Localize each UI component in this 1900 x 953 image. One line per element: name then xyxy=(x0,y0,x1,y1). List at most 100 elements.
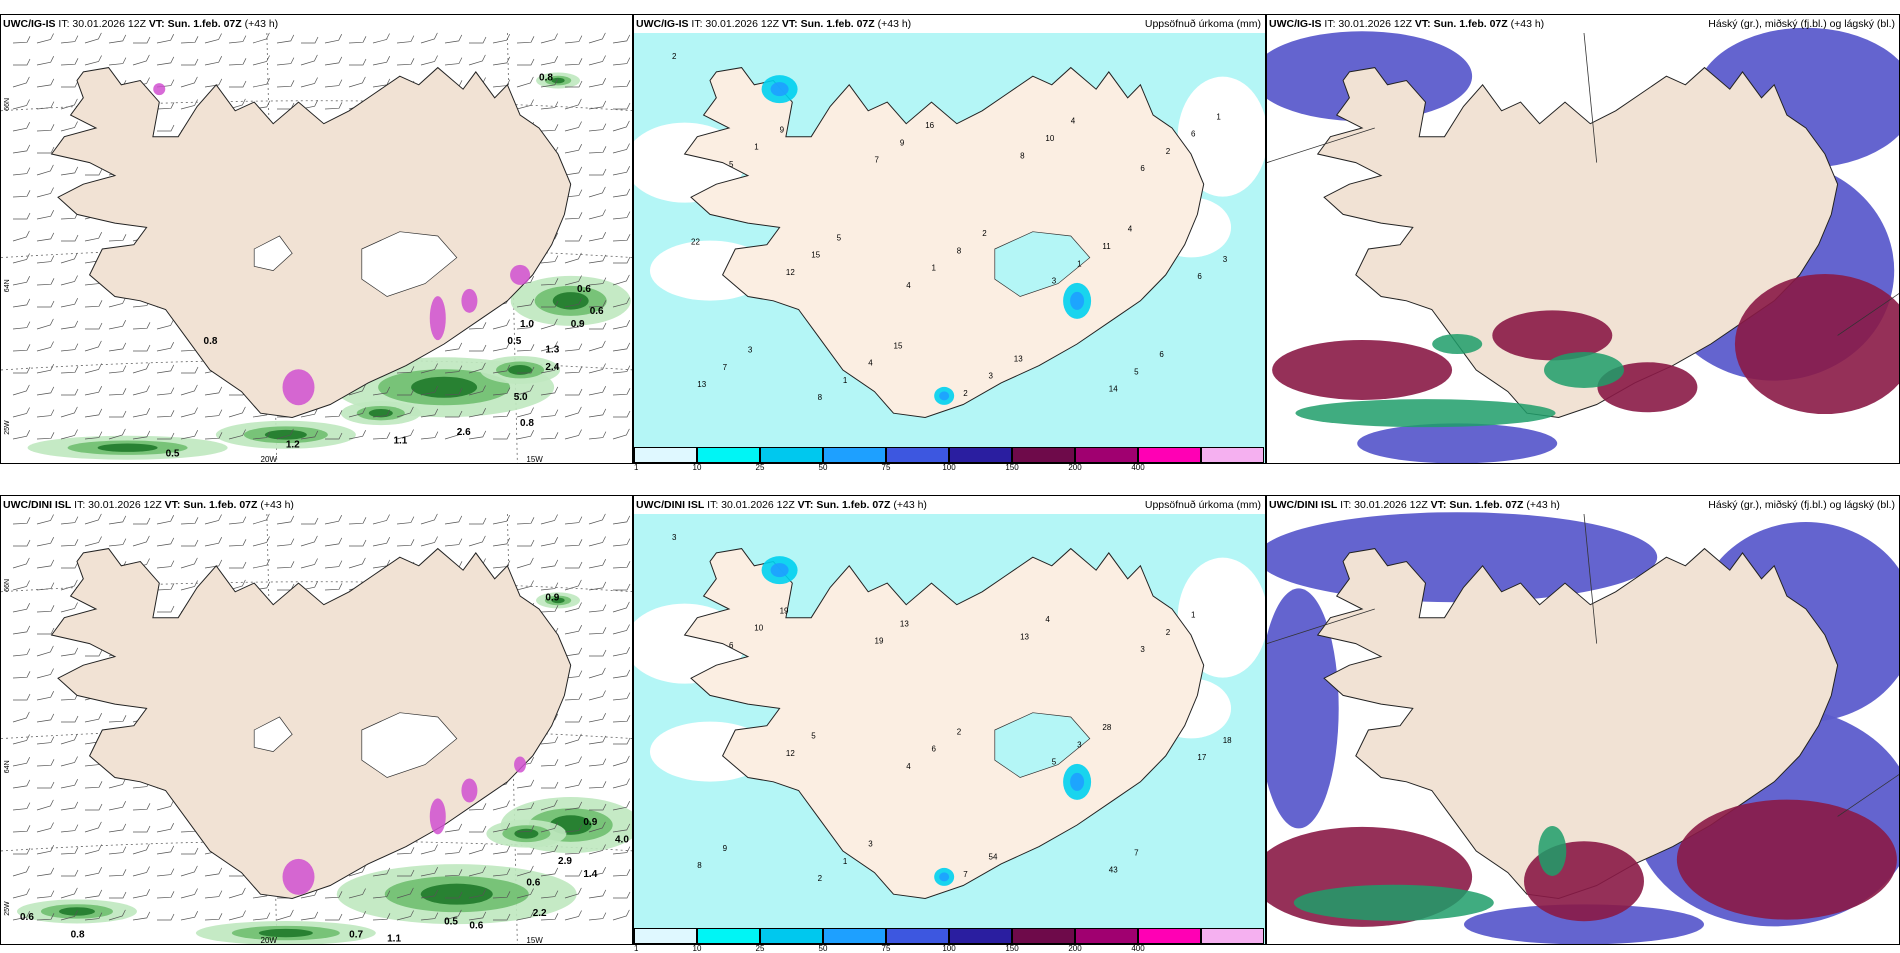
map-canvas: 2468352671412813121113395151078641191322… xyxy=(634,33,1265,463)
gust-value-label: 0.6 xyxy=(577,284,591,295)
colorbar-segment xyxy=(697,447,760,463)
boundary-line xyxy=(1267,32,1899,336)
snow-area xyxy=(461,288,478,313)
colorbar-tick: 100 xyxy=(942,944,956,953)
panel-title: UWC/DINI ISL IT: 30.01.2026 12Z VT: Sun.… xyxy=(636,499,927,511)
precip-value: 4 xyxy=(906,762,911,771)
precip-value: 6 xyxy=(1197,272,1202,281)
panel-title: UWC/DINI ISL IT: 30.01.2026 12Z VT: Sun.… xyxy=(3,499,294,511)
precip-value: 15 xyxy=(811,251,820,260)
precip-core xyxy=(770,82,789,97)
precip-value: 19 xyxy=(780,606,789,615)
precip-value: 6 xyxy=(1140,164,1145,173)
colorbar-tick: 400 xyxy=(1131,944,1145,953)
mid-cloud-area xyxy=(1295,399,1556,428)
colorbar-segment xyxy=(1075,447,1138,463)
precip-value: 28 xyxy=(1102,723,1111,732)
precip-value: 2 xyxy=(963,389,968,398)
precip-value: 10 xyxy=(754,624,763,633)
gust-area xyxy=(258,928,313,938)
gust-value-labels: 0.8 0.8 0.6 0.6 1.0 0.9 0.5 1.3 2.4 5.0 0.8 2.6 1.1 0… xyxy=(166,73,604,460)
mid-cloud-area xyxy=(1538,825,1567,876)
precip-value: 1 xyxy=(1077,259,1082,268)
map-canvas xyxy=(1267,512,1899,944)
low-cloud-area xyxy=(1357,423,1558,463)
precip-value: 3 xyxy=(1052,277,1057,286)
colorbar-segment xyxy=(886,447,949,463)
iceland-landmass xyxy=(683,66,1205,419)
panel-title: UWC/IG-IS IT: 30.01.2026 12Z VT: Sun. 1.… xyxy=(3,18,278,30)
high-cloud-area xyxy=(1272,339,1453,400)
precip-value: 2 xyxy=(672,52,677,61)
colorbar-segment xyxy=(634,928,697,944)
colorbar-segment xyxy=(823,447,886,463)
gust-value-label: 1.2 xyxy=(286,440,300,451)
precip-value: 6 xyxy=(729,641,734,650)
precip-value: 7 xyxy=(875,156,880,165)
precip-value: 8 xyxy=(957,246,962,255)
precip-colorbar: 1 10 25 50 75 100 150 200 400 xyxy=(634,928,1264,953)
longitude-label: 15W xyxy=(526,936,543,945)
iceland-landmass xyxy=(1316,547,1839,900)
colorbar-tick: 10 xyxy=(692,944,702,953)
field-description: Háský (gr.), miðský (fj.bl.) og lágský (… xyxy=(1708,18,1895,30)
precip-value: 9 xyxy=(900,138,905,147)
gust-area xyxy=(264,429,307,440)
init-time: IT: 30.01.2026 12Z xyxy=(1337,499,1431,511)
colorbar-segment xyxy=(1138,928,1201,944)
lead-time: (+43 h) xyxy=(257,499,294,511)
precip-value: 1 xyxy=(1191,611,1196,620)
init-time: IT: 30.01.2026 12Z xyxy=(55,18,149,30)
gust-value-label: 1.3 xyxy=(545,345,559,356)
high-cloud-area xyxy=(1676,799,1897,920)
map-canvas xyxy=(1267,27,1899,463)
precip-value: 7 xyxy=(963,870,968,879)
colorbar-segment xyxy=(1138,447,1201,463)
lead-time: (+43 h) xyxy=(874,18,912,30)
mid-cloud-area xyxy=(1432,334,1483,355)
gust-area xyxy=(411,376,478,398)
model-name: UWC/DINI ISL xyxy=(3,499,72,511)
precip-value: 6 xyxy=(932,745,937,754)
precip-value: 7 xyxy=(1134,848,1139,857)
panel-top-cloud: UWC/IG-IS IT: 30.01.2026 12Z VT: Sun. 1.… xyxy=(1266,14,1900,464)
precip-value: 14 xyxy=(1109,385,1118,394)
init-time: IT: 30.01.2026 12Z xyxy=(71,499,165,511)
precip-value: 43 xyxy=(1109,866,1118,875)
mid-cloud xyxy=(1293,825,1567,921)
precip-value: 4 xyxy=(1128,225,1133,234)
colorbar-segment xyxy=(1201,447,1264,463)
precip-value: 5 xyxy=(837,233,842,242)
lead-time: (+43 h) xyxy=(1523,499,1560,511)
glacier xyxy=(994,712,1091,778)
snow-area xyxy=(282,369,315,406)
dry-area xyxy=(1177,557,1265,678)
colorbar-segment xyxy=(634,447,697,463)
gust-value-label: 1.4 xyxy=(583,869,597,880)
precip-core xyxy=(770,563,789,578)
colorbar-segment xyxy=(1201,928,1264,944)
panel-title: UWC/DINI ISL IT: 30.01.2026 12Z VT: Sun.… xyxy=(1269,499,1560,511)
precip-value: 12 xyxy=(786,749,795,758)
panel-title: UWC/IG-IS IT: 30.01.2026 12Z VT: Sun. 1.… xyxy=(1269,18,1544,30)
gust-value-label: 0.9 xyxy=(545,592,559,603)
gust-value-label: 2.4 xyxy=(545,362,559,373)
colorbar-segment xyxy=(949,447,1012,463)
precip-value: 5 xyxy=(729,160,734,169)
gust-value-label: 0.9 xyxy=(571,319,585,330)
panel-top-wind: UWC/IG-IS IT: 30.01.2026 12Z VT: Sun. 1.… xyxy=(0,14,633,464)
colorbar-tick: 150 xyxy=(1005,944,1019,953)
gust-area xyxy=(551,597,565,604)
field-description: Uppsöfnuð úrkoma (mm) xyxy=(1144,499,1261,511)
precip-value: 3 xyxy=(1077,740,1082,749)
precip-value: 2 xyxy=(1166,628,1171,637)
colorbar-segment xyxy=(1012,928,1075,944)
precip-value: 2 xyxy=(982,229,987,238)
precip-value: 8 xyxy=(1020,151,1025,160)
longitude-label: 25W xyxy=(4,901,11,916)
init-time: IT: 30.01.2026 12Z xyxy=(688,18,782,30)
mid-cloud-area xyxy=(1293,884,1494,921)
precip-value: 4 xyxy=(868,359,873,368)
iceland-landmass xyxy=(683,547,1205,900)
snow-area xyxy=(429,296,446,341)
